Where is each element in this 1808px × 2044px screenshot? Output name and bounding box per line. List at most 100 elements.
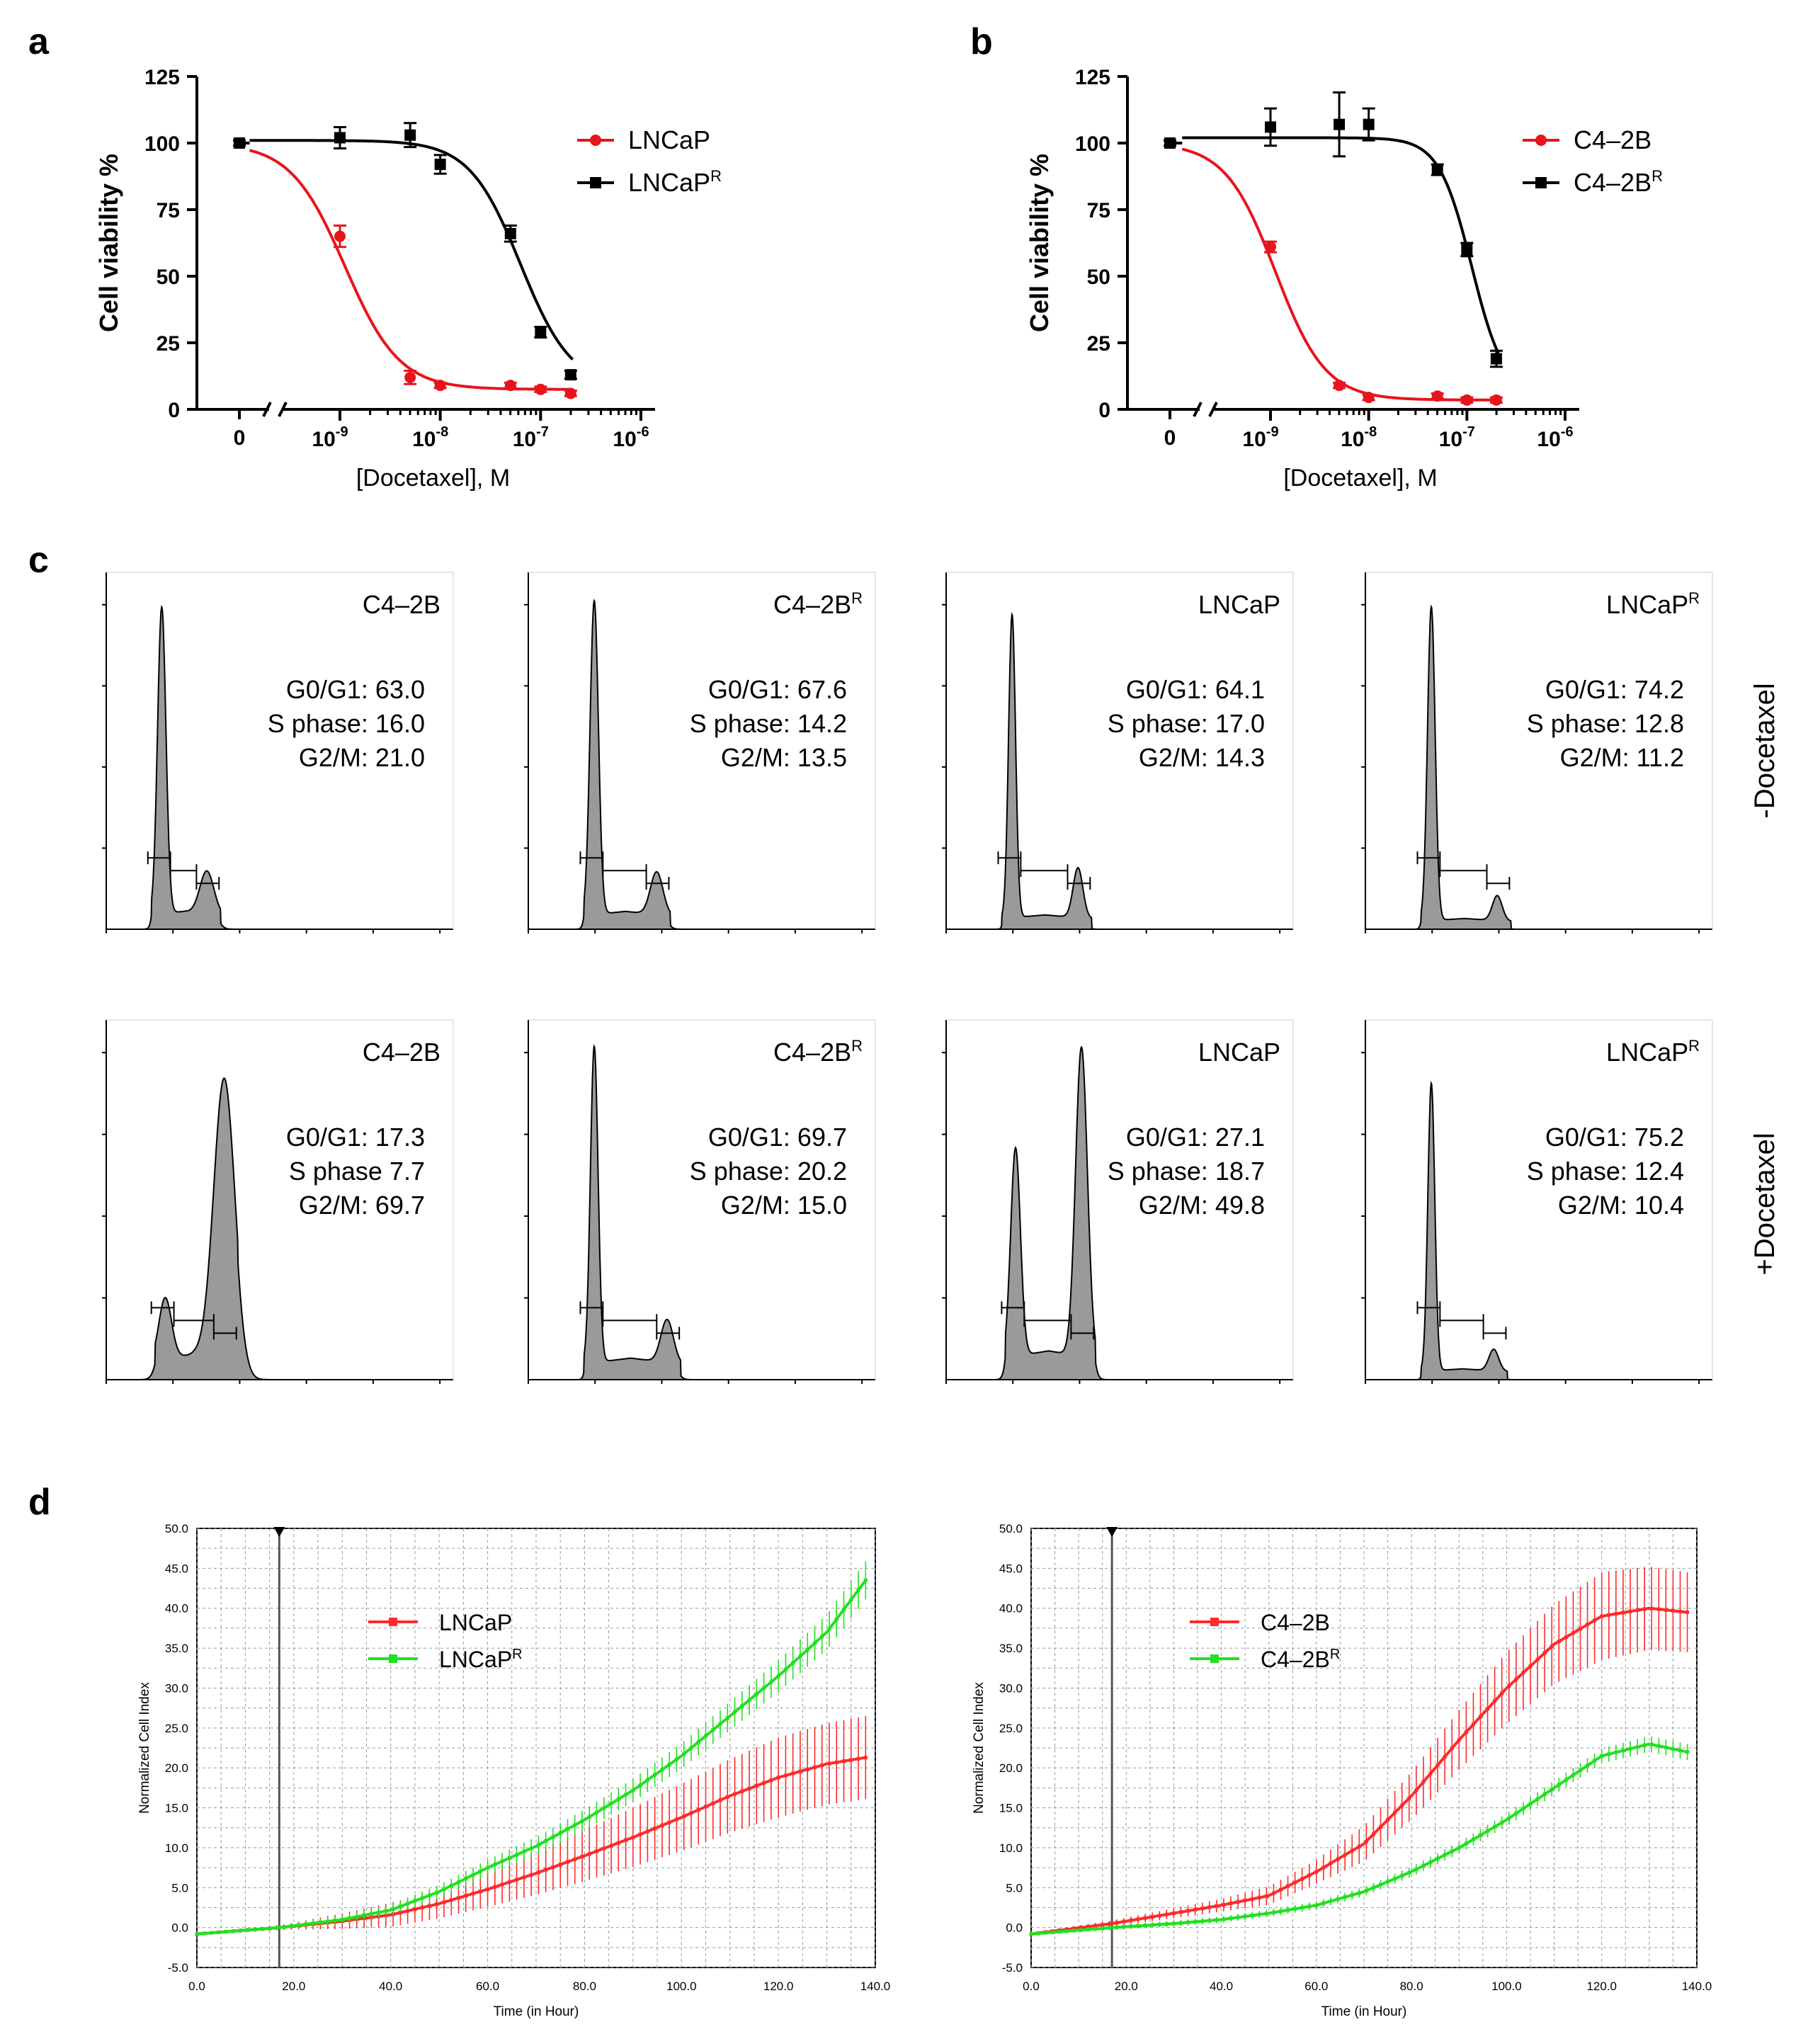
data-point [769,1778,773,1783]
data-point-circle [334,230,346,242]
data-point [435,1902,439,1907]
data-point [660,1768,664,1772]
data-point [1329,1861,1333,1866]
legend-marker [1210,1654,1219,1663]
histogram-title-sup: R [851,1037,863,1055]
legend-name: C4–2B [1574,125,1651,154]
phase-stat: G0/G1: 75.2 [1545,1123,1684,1152]
data-point [1071,1929,1076,1933]
phase-stat-value: 14.3 [1215,743,1265,772]
data-point [1164,1912,1169,1917]
data-point [304,1922,308,1926]
histogram-title-name: C4–2B [363,1038,440,1067]
data-point [384,1909,388,1913]
data-point-square [1164,137,1176,149]
data-point [1179,1910,1183,1914]
data-point-square [504,227,516,239]
data-point [842,1759,846,1764]
data-point [1407,1870,1411,1875]
x-tick-label: 10-6 [613,424,649,451]
data-point [369,1912,373,1916]
data-point [1500,1691,1504,1696]
data-point [1150,1914,1154,1919]
data-point [653,1773,657,1777]
data-point [500,1883,504,1887]
data-point [674,1817,678,1822]
data-point [783,1773,788,1778]
data-point [791,1661,795,1665]
panel-letter-c: c [28,540,49,581]
data-point [1564,1778,1568,1782]
data-point [1600,1754,1604,1758]
data-point [733,1710,737,1714]
y-tick-label: 45.0 [999,1562,1023,1575]
treatment-time-arrow [273,1527,285,1537]
data-point [507,1880,511,1884]
phase-stat-space [790,1157,797,1186]
x-axis-title: Time (in Hour) [1321,2004,1407,2019]
x-tick-label-zero: 0 [1164,426,1176,450]
data-point [747,1786,751,1790]
data-point [1164,1922,1169,1926]
data-point [1557,1783,1561,1787]
data-point [486,1866,490,1870]
phase-stat: G0/G1: 63.0 [286,675,425,704]
data-point [660,1823,664,1827]
data-point [1314,1870,1319,1874]
phase-stat: G0/G1: 74.2 [1545,675,1684,704]
y-tick-label: 15.0 [165,1802,188,1815]
phase-stat-value: 75.2 [1634,1123,1684,1152]
data-point [602,1846,606,1851]
data-point [856,1588,860,1592]
phase-stat-label: S phase: [1108,1157,1208,1186]
data-point [1642,1607,1647,1611]
legend-marker [389,1618,397,1626]
phase-stat-label: G2/M: [721,1191,790,1220]
histogram-title: C4–2B [363,1038,440,1067]
data-point [1193,1907,1198,1912]
data-point [1535,1657,1540,1662]
legend-label: C4–2B [1261,1610,1330,1635]
phase-stat-label: G0/G1: [708,675,790,704]
phase-stat-space [1208,675,1215,704]
data-point [791,1771,795,1776]
data-point [1222,1917,1226,1921]
data-point [362,1913,366,1917]
phase-stat-value: 15.0 [797,1191,847,1220]
y-tick-label: 20.0 [165,1761,188,1775]
legend-label: LNCaPR [628,167,722,197]
data-point [420,1905,424,1909]
data-point [1086,1924,1091,1929]
data-point [1614,1750,1618,1754]
data-point [1108,1926,1112,1930]
data-point [805,1647,809,1652]
data-point [1656,1744,1661,1748]
data-point [1542,1792,1547,1796]
histogram-area [528,1044,702,1380]
histogram-title-sup: R [1688,589,1700,607]
data-point [863,1578,868,1582]
x-tick-exponent: -7 [536,424,549,440]
phase-stat-label: G2/M: [1558,1191,1627,1220]
data-point [1143,1924,1147,1928]
phase-stat: S phase: 18.7 [1108,1157,1265,1186]
data-point [1528,1802,1533,1806]
legend-name: LNCaP [439,1610,512,1635]
legend-label: LNCaP [628,125,710,154]
x-axis-title: [Docetaxel], M [356,465,510,492]
data-point [1108,1921,1112,1926]
data-point [624,1793,628,1797]
data-point [1271,1910,1275,1914]
phase-stat-label: S phase: [690,709,790,738]
data-point [1614,1612,1618,1616]
data-point [558,1831,562,1835]
phase-stat-value: 69.7 [797,1123,847,1152]
data-point-square [404,129,416,141]
data-point [1250,1914,1254,1918]
data-point-circle [404,371,416,383]
data-point [1115,1925,1119,1929]
data-point [711,1728,715,1732]
data-point [1236,1900,1240,1904]
data-point [1671,1608,1675,1613]
histogram-area [946,611,1120,930]
